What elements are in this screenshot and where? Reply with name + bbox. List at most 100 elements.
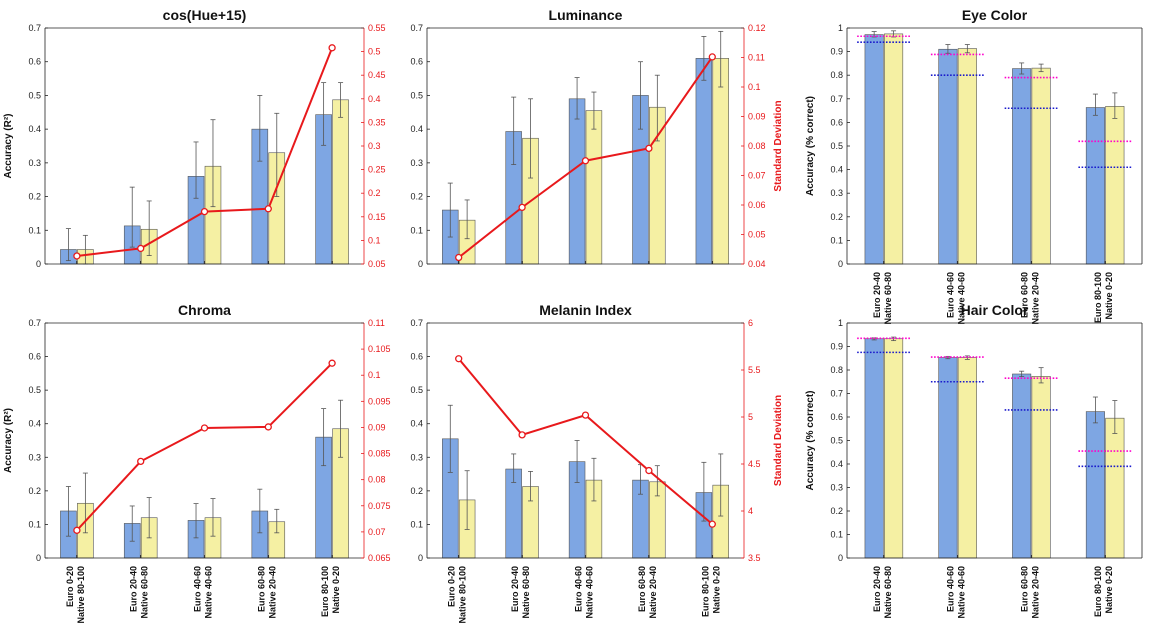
- y-tick-label-right: 0.07: [748, 171, 766, 181]
- y-tick-label: 0.4: [28, 419, 41, 429]
- chart-eye: Eye Color 0 0.1 0.2 0.3 0.4 0.5 0.6 0.7 0.8 0.9 1 Ac…: [805, 7, 1143, 325]
- bar: [938, 48, 958, 265]
- chart-title: Hair Color: [961, 302, 1029, 318]
- y-tick-label: 0.5: [830, 436, 843, 446]
- y-tick-label: 0.5: [830, 141, 843, 151]
- y-tick-label-right: 0.08: [368, 475, 386, 485]
- sd-point: [455, 355, 463, 363]
- y-tick-label-right: 0.11: [368, 318, 385, 328]
- bar: [695, 58, 713, 265]
- y-tick-label-right: 0.25: [368, 165, 386, 175]
- y-axis-label: Accuracy (R²): [3, 113, 14, 178]
- y-tick-label-right: 0.09: [368, 422, 386, 432]
- y-tick-label-right: 0.05: [748, 230, 766, 240]
- y-tick-label-right: 0.55: [368, 23, 386, 33]
- x-category-label: Euro 80-100: [320, 566, 330, 617]
- y-tick-label: 0.5: [410, 90, 423, 100]
- y-tick-label-right: 0.08: [748, 141, 766, 151]
- y-tick-label: 0.8: [830, 70, 843, 80]
- sd-point: [73, 252, 81, 260]
- x-category-label: Euro 0-20: [447, 566, 457, 607]
- y-tick-label: 0.7: [28, 23, 41, 33]
- x-category-label: Euro 80-100: [1093, 272, 1103, 323]
- x-category-label: Native 80-100: [458, 566, 468, 624]
- y-tick-label-right: 0.1: [368, 370, 381, 380]
- chart-luminance: Luminance 0 0.1 0.2 0.3 0.4 0.5 0.6 0.7 0.04 0.05 0…: [410, 7, 784, 269]
- y-tick-label: 0.7: [830, 94, 843, 104]
- sd-point: [137, 457, 145, 466]
- y-tick-label-right: 0.11: [748, 53, 765, 63]
- x-category-label: Euro 60-80: [1019, 272, 1029, 318]
- y-tick-label-right: 5.5: [748, 365, 761, 375]
- sd-point: [518, 203, 526, 212]
- sd-line: [76, 47, 334, 257]
- y-tick-label-right: 0.065: [368, 553, 391, 563]
- y-tick-label: 0.7: [410, 318, 423, 328]
- x-category-label: Euro 0-20: [65, 566, 75, 607]
- x-category-label: Native 60-80: [521, 566, 531, 619]
- chart-title: Eye Color: [962, 7, 1028, 23]
- y-tick-label: 0.6: [830, 117, 843, 127]
- bar: [1012, 68, 1032, 265]
- chart-hair: Hair Color 0 0.1 0.2 0.3 0.4 0.5 0.6 0.7 0.8 0.9 1 A…: [805, 302, 1143, 619]
- sd-point: [200, 424, 209, 432]
- y-tick-label-right: 6: [748, 318, 753, 328]
- y-tick-label: 0.1: [410, 225, 423, 235]
- x-category-label: Native 0-20: [331, 566, 341, 614]
- y-tick-label: 0.7: [410, 23, 423, 33]
- bar: [938, 357, 958, 559]
- sd-point: [328, 359, 336, 367]
- x-category-label: Native 40-60: [204, 566, 214, 619]
- bar: [957, 48, 977, 265]
- y-tick-label: 0.4: [410, 419, 423, 429]
- y-tick-label: 0.1: [410, 519, 423, 529]
- y-tick-label-right: 0.05: [368, 259, 386, 269]
- sd-point: [264, 205, 272, 213]
- y-tick-label-right: 3.5: [748, 553, 761, 563]
- y-tick-label: 0.5: [28, 385, 41, 395]
- chart-title: cos(Hue+15): [163, 7, 247, 23]
- bar: [864, 338, 884, 559]
- x-category-label: Euro 60-80: [256, 566, 266, 612]
- chart-hue: cos(Hue+15) 0 0.1 0.2 0.3 0.4 0.5 0.6 0.7 0.05 0.1…: [3, 7, 386, 269]
- y-tick-label: 0: [838, 259, 843, 269]
- x-category-label: Euro 60-80: [637, 566, 647, 612]
- y-tick-label-right: 0.15: [368, 212, 386, 222]
- sd-point: [200, 207, 209, 216]
- x-category-label: Native 60-80: [140, 566, 150, 619]
- chart-title: Chroma: [178, 302, 231, 318]
- y-tick-label-right: 0.4: [368, 94, 381, 104]
- y-tick-label: 0.5: [28, 90, 41, 100]
- sd-point: [264, 423, 272, 431]
- y-tick-label: 0.3: [28, 452, 41, 462]
- x-category-label: Native 80-100: [76, 566, 86, 624]
- y-axis-label-right: Standard Deviation: [773, 100, 784, 191]
- y-tick-label: 0.9: [830, 342, 843, 352]
- y-tick-label-right: 0.5: [368, 47, 381, 57]
- y-tick-label: 0.7: [830, 389, 843, 399]
- y-tick-label: 0.4: [830, 459, 843, 469]
- x-category-label: Euro 20-40: [129, 566, 139, 612]
- sd-point: [645, 144, 653, 153]
- bar: [884, 338, 904, 559]
- y-tick-label: 0: [418, 553, 423, 563]
- x-category-label: Native 0-20: [1104, 272, 1114, 320]
- y-tick-label-right: 0.075: [368, 501, 391, 511]
- y-tick-label-right: 0.09: [748, 112, 766, 122]
- x-category-label: Euro 40-60: [574, 566, 584, 612]
- y-tick-label: 0.2: [410, 486, 423, 496]
- y-tick-label-right: 0.1: [368, 235, 381, 245]
- y-tick-label: 0.6: [28, 57, 41, 67]
- y-tick-label: 0.9: [830, 47, 843, 57]
- sd-point: [581, 157, 590, 165]
- y-tick-label: 0.1: [830, 530, 843, 540]
- bar: [332, 99, 349, 265]
- y-tick-label: 0: [36, 553, 41, 563]
- x-category-label: Euro 40-60: [946, 272, 956, 318]
- chart-melanin: Melanin Index 0 0.1 0.2 0.3 0.4 0.5 0.6 0.7 3.5 4 4…: [410, 302, 784, 624]
- y-tick-label: 0.6: [830, 412, 843, 422]
- bar: [884, 33, 904, 265]
- bar: [1105, 106, 1125, 265]
- x-category-label: Euro 20-40: [872, 272, 882, 318]
- y-tick-label-right: 0.3: [368, 141, 381, 151]
